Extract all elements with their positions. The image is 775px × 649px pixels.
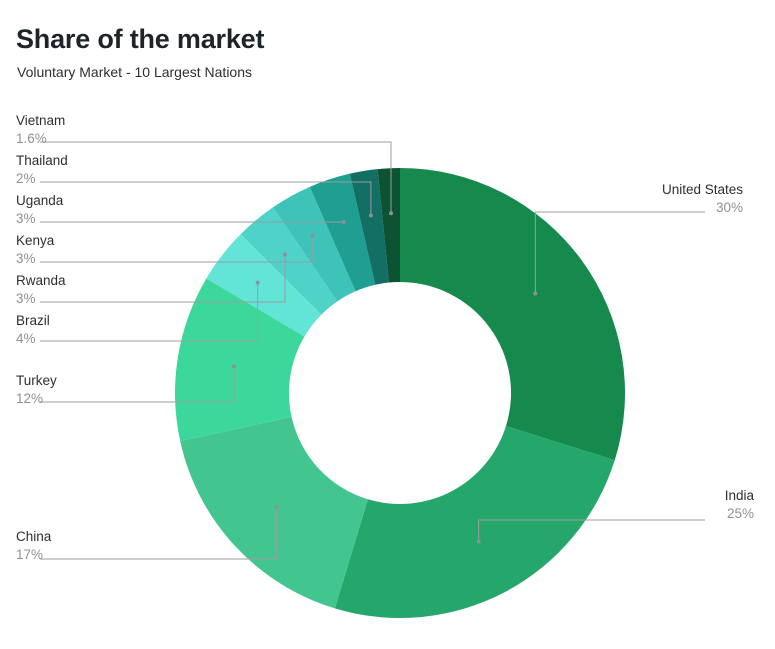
value-india: 25% [727, 506, 754, 521]
slice-india [334, 426, 615, 618]
slice-kenya [273, 186, 356, 302]
slice-rwanda [240, 207, 338, 315]
leader-line-united-states [534, 211, 705, 294]
leader-line-thailand [40, 181, 372, 216]
leader-dot-india [476, 539, 481, 544]
leader-dot-turkey [232, 364, 237, 369]
leader-dot-united-states [533, 291, 538, 296]
label-thailand: Thailand [16, 153, 68, 168]
leader-dot-china [274, 505, 279, 510]
leader-dot-kenya [310, 233, 315, 238]
value-china: 17% [16, 547, 43, 562]
slice-turkey [174, 278, 305, 442]
donut-slices [174, 168, 626, 618]
label-brazil: Brazil [16, 313, 50, 328]
leader-dot-rwanda [282, 252, 287, 257]
leader-dot-uganda [341, 220, 346, 225]
leader-dot-brazil [255, 280, 260, 285]
chart-title: Share of the market [16, 24, 265, 54]
slice-china [180, 416, 368, 609]
label-vietnam: Vietnam [16, 113, 65, 128]
slice-united-states [400, 168, 626, 461]
value-kenya: 3% [16, 251, 36, 266]
label-united-states: United States [662, 182, 743, 197]
leader-line-kenya [40, 235, 314, 263]
value-rwanda: 3% [16, 291, 36, 306]
leader-line-vietnam [40, 141, 392, 214]
leader-line-turkey [40, 366, 235, 403]
slice-uganda [309, 173, 376, 292]
slice-vietnam [377, 168, 400, 283]
chart-subtitle: Voluntary Market - 10 Largest Nations [17, 64, 253, 80]
leader-line-rwanda [40, 254, 286, 303]
slice-labels: United States 30% India 25% China 17% Turkey 12… [16, 113, 754, 562]
value-turkey: 12% [16, 391, 43, 406]
value-united-states: 30% [716, 200, 743, 215]
slice-thailand [349, 169, 389, 285]
leader-dot-thailand [368, 213, 373, 218]
value-vietnam: 1.6% [16, 131, 47, 146]
label-india: India [725, 488, 755, 503]
label-uganda: Uganda [16, 193, 64, 208]
value-uganda: 3% [16, 211, 36, 226]
slice-brazil [206, 234, 322, 337]
label-turkey: Turkey [16, 373, 57, 388]
value-thailand: 2% [16, 171, 36, 186]
leader-dot-vietnam [389, 211, 394, 216]
label-kenya: Kenya [16, 233, 55, 248]
leader-line-india [478, 519, 705, 542]
leader-line-china [40, 507, 278, 560]
leader-lines [40, 141, 705, 560]
value-brazil: 4% [16, 331, 36, 346]
label-rwanda: Rwanda [16, 273, 66, 288]
label-china: China [16, 529, 52, 544]
